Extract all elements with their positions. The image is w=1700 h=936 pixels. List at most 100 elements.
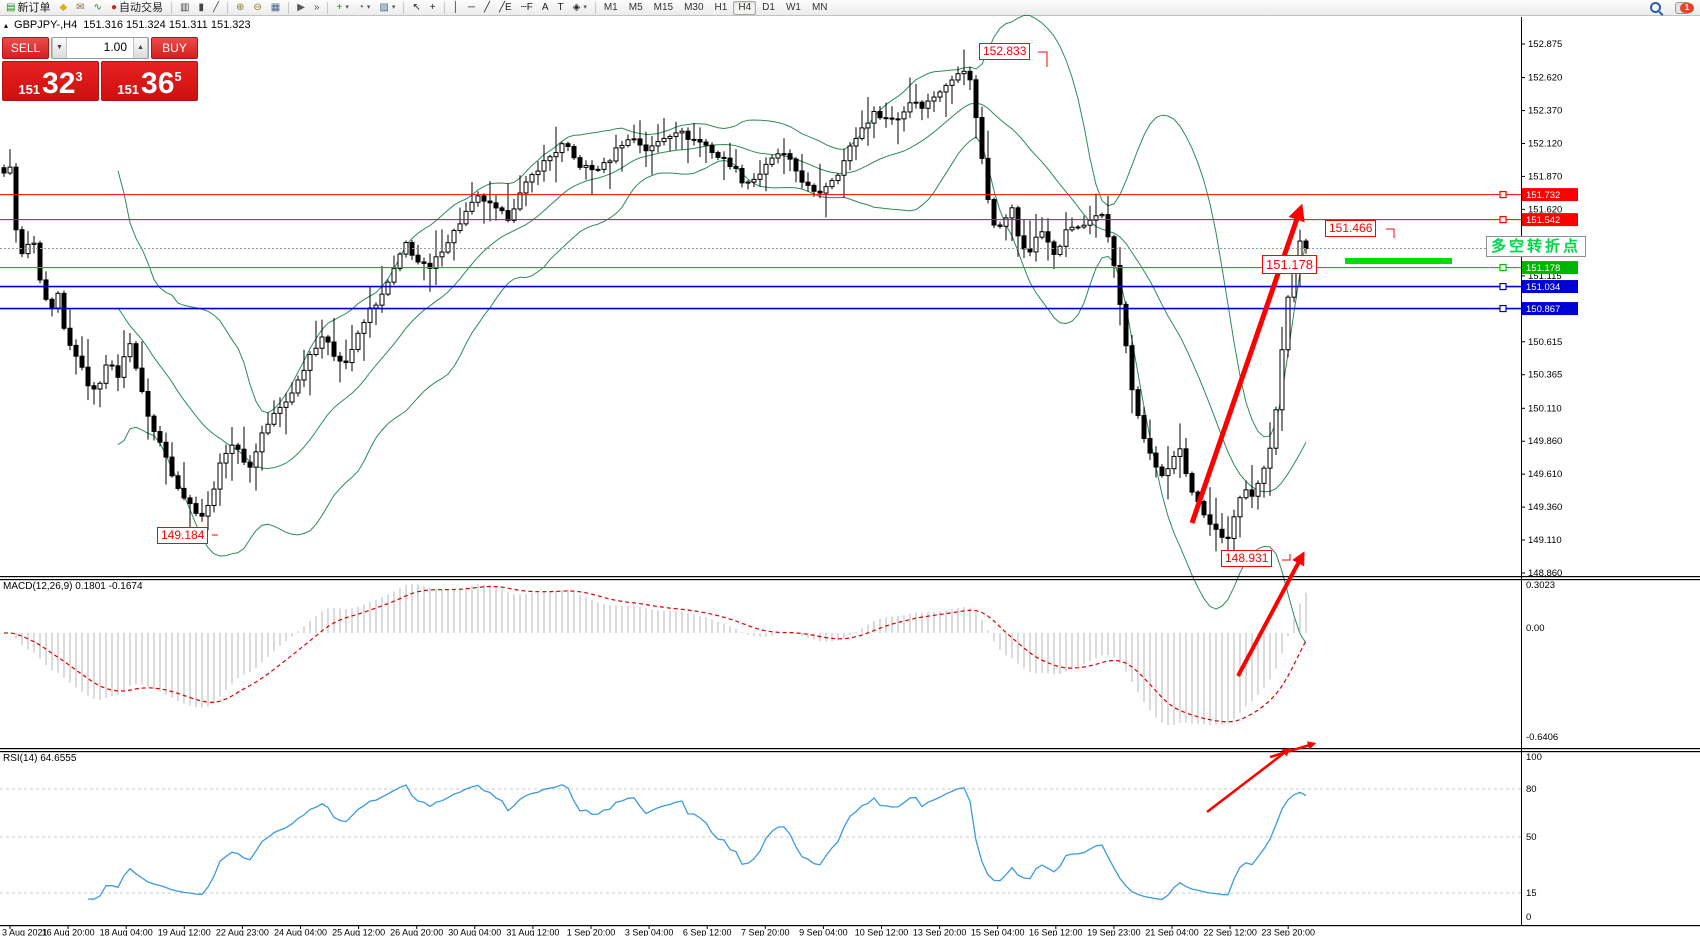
svg-text:151.115: 151.115 xyxy=(1528,271,1562,282)
sell-price-display[interactable]: 151 32 3 xyxy=(2,61,99,101)
new-order-icon: ▤ xyxy=(6,1,16,13)
timeframe-d1-button[interactable]: D1 xyxy=(757,1,780,15)
timeframe-m1-button[interactable]: M1 xyxy=(599,1,623,15)
symbol-title: GBPJPY-,H4 xyxy=(14,19,78,31)
volume-stepper[interactable]: ▼ 1.00 ▲ xyxy=(51,37,149,59)
svg-text:50: 50 xyxy=(1526,832,1537,843)
toolbar-left-group: ▤ 新订单 ◆ ✉ ∿ ● 自动交易 ▥ ▮ ╱ ⊕ ⊖ ▦ ▶ » + ▾ ◔ ▾ ▨ ▾ ↖ + │ ─ ╱ ╱E ┄F A T ◈ ▾ xyxy=(2,1,599,15)
svg-text:23 Sep 20:00: 23 Sep 20:00 xyxy=(1261,928,1315,936)
periods-button[interactable]: ◔ ▾ xyxy=(354,1,375,15)
timeframe-mn-button[interactable]: MN xyxy=(807,1,833,15)
price-label-rally-high[interactable]: 151.466 xyxy=(1325,220,1377,237)
svg-text:149.360: 149.360 xyxy=(1528,502,1562,513)
timeframe-m15-button[interactable]: M15 xyxy=(649,1,678,15)
price-label-sep-low[interactable]: 148.931 xyxy=(1221,550,1273,567)
timeframe-h4-button[interactable]: H4 xyxy=(733,0,757,15)
channel-tool-button[interactable]: ╱E xyxy=(495,1,516,15)
chart-shift-icon: » xyxy=(313,1,320,13)
sell-button[interactable]: SELL xyxy=(2,37,49,59)
search-button[interactable] xyxy=(1646,1,1665,15)
svg-text:151.870: 151.870 xyxy=(1528,171,1562,182)
timeframe-m30-button[interactable]: M30 xyxy=(679,1,708,15)
vertical-line-tool-button[interactable]: │ xyxy=(449,1,463,15)
svg-text:80: 80 xyxy=(1526,784,1537,795)
svg-text:152.875: 152.875 xyxy=(1528,39,1562,50)
horizontal-line-tool-button[interactable]: ─ xyxy=(464,1,479,15)
volume-decrease-button[interactable]: ▼ xyxy=(52,38,67,58)
label-tool-button[interactable]: T xyxy=(554,1,568,15)
svg-text:6 Sep 12:00: 6 Sep 12:00 xyxy=(683,928,732,936)
chart-shift-button[interactable]: » xyxy=(310,1,324,15)
trendline-tool-icon: ╱ xyxy=(483,1,490,13)
svg-text:3 Sep 04:00: 3 Sep 04:00 xyxy=(625,928,674,936)
trend-arrow-macd xyxy=(1236,551,1305,677)
templates-button[interactable]: ▨ ▾ xyxy=(375,1,399,15)
auto-scroll-icon: ▶ xyxy=(297,1,305,13)
fibonacci-tool-button[interactable]: ┄F xyxy=(517,1,537,15)
sell-price-sup: 3 xyxy=(75,69,83,84)
svg-text:15 Sep 04:00: 15 Sep 04:00 xyxy=(971,928,1025,936)
timeframe-w1-button[interactable]: W1 xyxy=(781,1,806,15)
bars-mode-button[interactable]: ▥ xyxy=(176,1,193,15)
mailbox-icon-icon: ✉ xyxy=(76,1,85,13)
buy-button[interactable]: BUY xyxy=(151,37,198,59)
indicators-button[interactable]: + ▾ xyxy=(332,1,352,15)
chart-symbol-header[interactable]: ▴ GBPJPY-,H4 151.316 151.324 151.311 151… xyxy=(4,19,251,31)
svg-text:22 Aug 23:00: 22 Aug 23:00 xyxy=(216,928,269,936)
svg-text:150.110: 150.110 xyxy=(1528,403,1562,414)
zoom-out-button[interactable]: ⊖ xyxy=(249,1,265,15)
templates-icon: ▨ xyxy=(379,1,389,13)
svg-text:151.732: 151.732 xyxy=(1526,190,1560,201)
candles-layer xyxy=(1,49,1309,564)
candles-mode-button[interactable]: ▮ xyxy=(194,1,208,15)
price-label-high[interactable]: 152.833 xyxy=(979,43,1031,60)
mailbox-icon-button[interactable]: ✉ xyxy=(72,1,88,15)
svg-text:152.370: 152.370 xyxy=(1528,106,1562,117)
svg-text:30 Aug 04:00: 30 Aug 04:00 xyxy=(448,928,501,936)
volume-value[interactable]: 1.00 xyxy=(103,40,127,54)
turning-point-note[interactable]: 多空转折点 xyxy=(1486,236,1587,257)
cursor-tool-button[interactable]: ↖ xyxy=(408,1,424,15)
tile-windows-button[interactable]: ▦ xyxy=(267,1,284,15)
horizontal-line-tool-icon: ─ xyxy=(467,1,475,13)
svg-text:15: 15 xyxy=(1526,888,1537,899)
svg-text:16 Aug 20:00: 16 Aug 20:00 xyxy=(42,928,95,936)
drawings-layer xyxy=(212,51,1452,813)
auto-scroll-button[interactable]: ▶ xyxy=(293,1,309,15)
price-label-aug-low[interactable]: 149.184 xyxy=(157,527,209,544)
trendline-tool-button[interactable]: ╱ xyxy=(480,1,494,15)
crosshair-tool-button[interactable]: + xyxy=(426,1,440,15)
timeframe-m5-button[interactable]: M5 xyxy=(624,1,648,15)
autotrade-button[interactable]: ● 自动交易 xyxy=(107,1,167,15)
svg-text:0.00: 0.00 xyxy=(1526,623,1545,634)
svg-text:10 Sep 12:00: 10 Sep 12:00 xyxy=(855,928,909,936)
line-mode-button[interactable]: ╱ xyxy=(209,1,223,15)
timeframe-h1-button[interactable]: H1 xyxy=(710,1,733,15)
svg-text:7 Sep 20:00: 7 Sep 20:00 xyxy=(741,928,790,936)
deposit-icon-button[interactable]: ◆ xyxy=(55,1,71,15)
price-label-support[interactable]: 151.178 xyxy=(1262,255,1317,274)
volume-increase-button[interactable]: ▲ xyxy=(133,38,148,58)
text-tool-button[interactable]: A xyxy=(538,1,553,15)
collapse-triangle-icon[interactable]: ▴ xyxy=(4,20,9,30)
toolbar-right-group: 1 xyxy=(1646,1,1698,15)
svg-text:19 Aug 12:00: 19 Aug 12:00 xyxy=(158,928,211,936)
signal-icon-button[interactable]: ∿ xyxy=(90,1,106,15)
new-order-button[interactable]: ▤ 新订单 xyxy=(2,1,54,15)
svg-text:16 Sep 12:00: 16 Sep 12:00 xyxy=(1029,928,1083,936)
notifications-button[interactable]: 1 xyxy=(1671,1,1694,15)
svg-text:148.860: 148.860 xyxy=(1528,568,1562,579)
zoom-out-icon: ⊖ xyxy=(253,1,262,13)
buy-price-big: 36 xyxy=(141,67,175,100)
search-icon xyxy=(1650,2,1661,13)
svg-text:24 Aug 04:00: 24 Aug 04:00 xyxy=(274,928,327,936)
buy-price-display[interactable]: 151 36 5 xyxy=(101,61,198,101)
zoom-in-button[interactable]: ⊕ xyxy=(232,1,248,15)
line-mode-icon: ╱ xyxy=(212,1,219,13)
arrows-tool-button[interactable]: ◈ ▾ xyxy=(569,1,591,15)
rsi-label: RSI(14) 64.6555 xyxy=(3,753,77,764)
grid-layer xyxy=(0,788,1521,894)
toolbar-separator xyxy=(170,1,172,14)
svg-text:-0.6406: -0.6406 xyxy=(1526,732,1558,743)
